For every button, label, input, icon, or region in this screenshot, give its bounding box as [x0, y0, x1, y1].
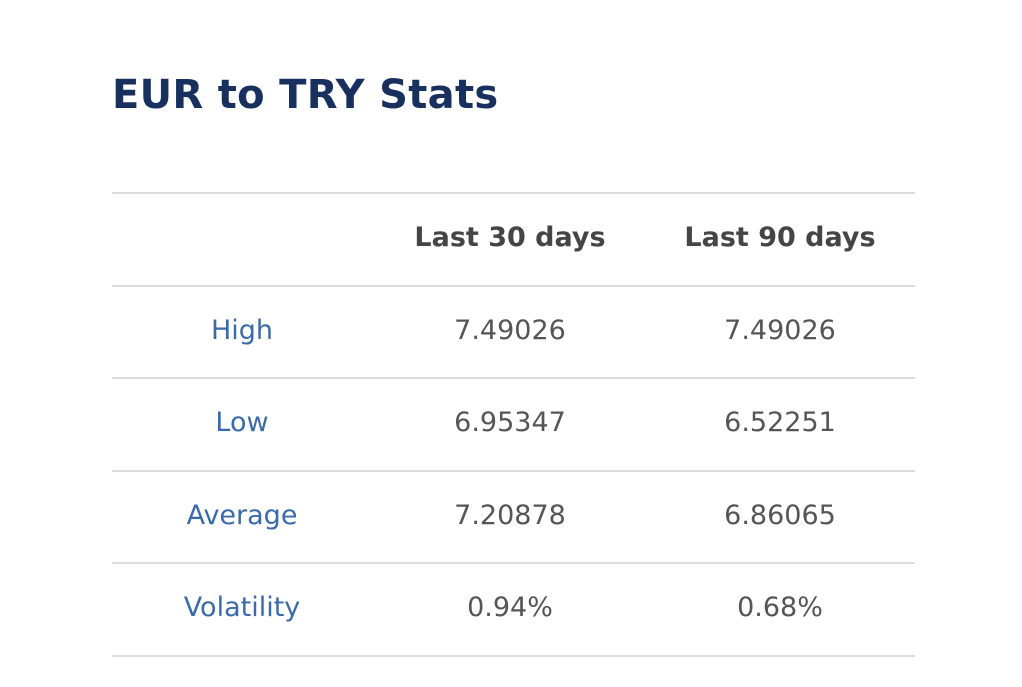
table-rule — [112, 469, 915, 472]
table-rule — [112, 192, 915, 194]
stat-value: 7.49026 — [454, 314, 566, 346]
stat-value: 7.20878 — [454, 499, 566, 531]
table-rule — [112, 377, 915, 380]
table-rule — [112, 284, 915, 287]
row-label: High — [210, 314, 274, 346]
column-header: Last 30 days — [414, 222, 606, 253]
stat-value: 0.94% — [467, 592, 553, 624]
row-label: Average — [186, 499, 298, 531]
stat-value: 0.68% — [737, 592, 823, 624]
row-label: Volatility — [183, 592, 301, 624]
table-rule — [112, 655, 915, 657]
table-rule — [112, 562, 915, 565]
stats-title: EUR to TRY Stats — [112, 72, 499, 118]
stat-value: 7.49026 — [724, 314, 836, 346]
stat-value: 6.86065 — [724, 499, 836, 531]
stat-value: 6.52251 — [724, 407, 836, 439]
stat-value: 6.95347 — [454, 407, 566, 439]
column-header: Last 90 days — [684, 222, 876, 253]
row-label: Low — [215, 407, 269, 439]
